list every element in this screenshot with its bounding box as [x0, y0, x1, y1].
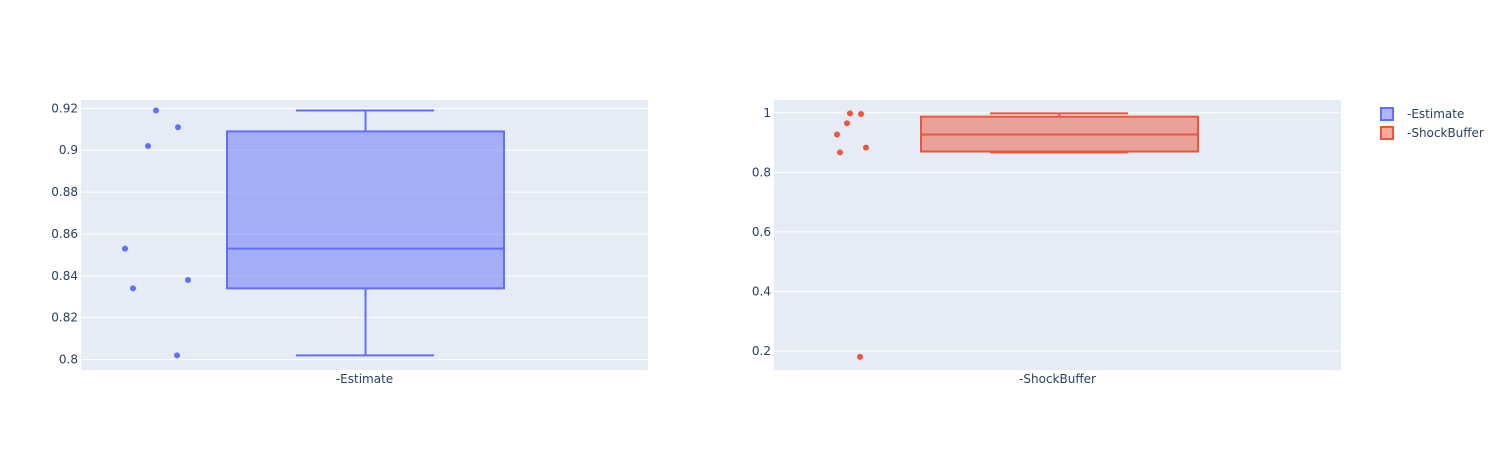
data-point [857, 353, 863, 360]
x-category-label: -ShockBuffer [1019, 372, 1096, 386]
y-tick-label: 0.9 [59, 143, 78, 157]
legend[interactable]: -Estimate -ShockBuffer [1380, 107, 1484, 140]
y-tick-label: 0.82 [51, 311, 78, 325]
data-point [837, 149, 843, 156]
legend-item[interactable]: -Estimate [1380, 107, 1464, 121]
data-point [145, 143, 151, 150]
data-point [153, 107, 159, 114]
y-tick-label: 0.8 [752, 165, 771, 179]
data-point [834, 131, 840, 138]
data-point [844, 120, 850, 127]
y-tick-label: 0.88 [51, 185, 78, 199]
y-tick-label: 0.92 [51, 101, 78, 115]
data-point [122, 245, 128, 252]
y-tick-label: 1 [763, 106, 771, 120]
data-point [863, 144, 869, 151]
data-point [130, 285, 136, 292]
legend-item[interactable]: -ShockBuffer [1380, 126, 1484, 140]
legend-label: -Estimate [1407, 107, 1464, 121]
data-point [185, 277, 191, 283]
y-tick-label: 0.4 [752, 284, 771, 298]
data-point [175, 124, 181, 131]
shockbuffer-subplot: 0.2 0.4 0.6 0.8 1 -ShockBuffer [752, 100, 1341, 386]
data-point [174, 352, 180, 359]
x-category-label: -Estimate [336, 372, 393, 386]
y-tick-label: 0.6 [752, 225, 771, 239]
iqr-box [226, 130, 505, 290]
data-point [858, 110, 864, 117]
y-tick-label: 0.84 [51, 269, 78, 283]
legend-swatch [1380, 107, 1394, 121]
legend-swatch [1380, 126, 1394, 140]
y-tick-label: 0.2 [752, 344, 771, 358]
data-point [847, 110, 853, 117]
legend-label: -ShockBuffer [1407, 126, 1484, 140]
y-tick-label: 0.86 [51, 227, 78, 241]
y-tick-label: 0.8 [59, 353, 78, 367]
estimate-subplot: 0.8 0.82 0.84 0.86 0.88 0.9 0.92 -Estimate [51, 100, 648, 386]
